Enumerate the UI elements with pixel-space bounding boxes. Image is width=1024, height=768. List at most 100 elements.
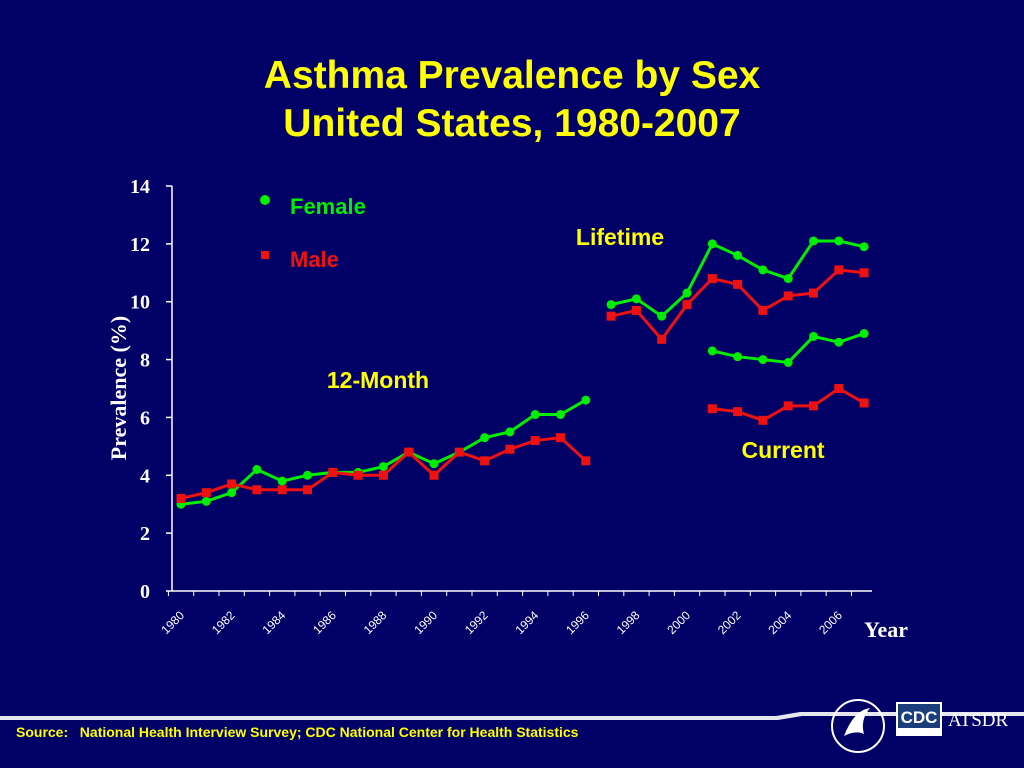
annotation-lifetime: Lifetime <box>576 224 664 250</box>
female-lifetime-point <box>631 294 641 304</box>
annotation-current: Current <box>741 437 824 463</box>
female-current-point <box>783 357 793 367</box>
female-12-month-point <box>581 395 591 405</box>
x-tick-label: 1998 <box>614 608 643 637</box>
male-12-month-point <box>353 470 363 480</box>
male-12-month-point <box>429 470 439 480</box>
y-tick-label: 8 <box>140 350 150 372</box>
female-12-month-point <box>556 410 565 420</box>
female-lifetime-point <box>834 236 844 246</box>
female-current-point <box>707 346 717 356</box>
female-current-point <box>809 331 818 341</box>
title-line-2: United States, 1980-2007 <box>283 102 741 145</box>
y-tick-label: 14 <box>130 176 150 198</box>
female-12-month-line <box>180 398 587 506</box>
y-axis-label: Prevalence (%) <box>106 316 131 460</box>
female-12-month-point <box>505 427 515 437</box>
y-tick-label: 4 <box>140 465 150 487</box>
female-12-month-point <box>227 488 237 498</box>
male-12-month-point <box>303 485 312 495</box>
male-current-point <box>707 404 717 414</box>
female-lifetime-point <box>682 288 692 298</box>
male-current-point <box>733 407 743 417</box>
male-12-month-point <box>201 488 211 498</box>
female-current-point <box>758 355 768 365</box>
female-12-month-point <box>480 433 490 443</box>
female-12-month-point <box>277 476 287 486</box>
x-axis-label: Year <box>864 617 908 642</box>
male-lifetime-point <box>657 334 667 344</box>
female-lifetime-point <box>809 236 818 246</box>
x-tick-label: 1980 <box>158 608 187 637</box>
x-tick-label: 1990 <box>411 608 440 637</box>
male-current-point <box>758 415 768 425</box>
annotation-12-month: 12-Month <box>327 367 429 393</box>
hhs-seal-logo <box>831 699 885 753</box>
x-tick-label: 2002 <box>715 608 744 637</box>
male-current-point <box>809 401 818 411</box>
female-lifetime-point <box>707 239 717 249</box>
female-lifetime-point <box>783 274 793 284</box>
x-tick-label: 1996 <box>563 608 592 637</box>
male-12-month-point <box>378 470 388 480</box>
male-12-month-point <box>176 493 186 503</box>
female-12-month-point <box>303 470 312 480</box>
female-lifetime-point <box>606 300 616 310</box>
cdc-logo-text: CDC <box>901 708 938 727</box>
x-tick-label: 2004 <box>766 608 795 637</box>
female-current-point <box>859 329 869 339</box>
male-12-month-point <box>556 433 565 443</box>
male-current-point <box>834 384 844 393</box>
female-lifetime-point <box>859 242 869 252</box>
x-tick-label: 2000 <box>664 608 693 637</box>
female-12-month-point <box>530 410 540 420</box>
x-tick-label: 1982 <box>209 608 238 637</box>
female-lifetime-point <box>657 311 667 321</box>
male-lifetime-point <box>809 288 818 298</box>
agency-logos: CDC ATSDR <box>831 699 1009 753</box>
y-tick-label: 2 <box>140 523 150 545</box>
legend-male-label: Male <box>290 247 339 272</box>
atsdr-logo-text: ATSDR <box>948 710 1009 731</box>
male-lifetime-point <box>631 305 641 315</box>
male-current-point <box>859 398 869 408</box>
male-12-month-point <box>480 456 490 466</box>
title-line-1: Asthma Prevalence by Sex <box>263 54 761 97</box>
male-12-month-point <box>252 485 262 495</box>
legend-male-marker <box>261 251 269 259</box>
male-lifetime-point <box>834 265 844 275</box>
male-lifetime-point <box>859 268 869 278</box>
legend-female-marker <box>260 195 270 205</box>
x-tick-label: 1984 <box>260 608 289 637</box>
asthma-prevalence-chart: 0 2 4 6 8 10 12 14 1980 1982 1984 1986 1988 1990 1992 1… <box>106 176 908 642</box>
male-lifetime-point <box>758 305 768 315</box>
y-tick-label: 0 <box>140 581 150 603</box>
male-lifetime-point <box>733 279 743 289</box>
male-12-month-point <box>277 485 287 495</box>
source-note: Source: National Health Interview Survey… <box>16 724 578 740</box>
male-12-month-point <box>505 444 515 454</box>
female-12-month-point <box>378 462 388 472</box>
male-lifetime-point <box>783 291 793 301</box>
footer-bar <box>0 712 1024 768</box>
male-12-month-point <box>581 456 591 466</box>
x-tick-label: 1986 <box>310 608 339 637</box>
female-lifetime-point <box>733 250 743 260</box>
male-12-month-point <box>227 479 237 489</box>
female-lifetime-point <box>758 265 768 275</box>
male-lifetime-point <box>682 300 692 310</box>
female-current-point <box>834 337 844 347</box>
female-12-month-point <box>252 465 262 474</box>
chart-title: Asthma Prevalence by Sex United States, … <box>0 52 1024 148</box>
female-12-month-point <box>429 459 439 469</box>
male-12-month-point <box>328 467 338 477</box>
x-tick-label: 1994 <box>513 608 542 637</box>
y-tick-label: 10 <box>130 292 150 314</box>
source-label: Source: <box>16 724 69 740</box>
y-tick-label: 6 <box>140 407 150 429</box>
male-lifetime-point <box>606 311 616 321</box>
x-tick-label: 2006 <box>816 608 845 637</box>
male-lifetime-point <box>707 274 717 284</box>
male-12-month-point <box>404 447 414 457</box>
y-tick-label: 12 <box>130 234 150 256</box>
